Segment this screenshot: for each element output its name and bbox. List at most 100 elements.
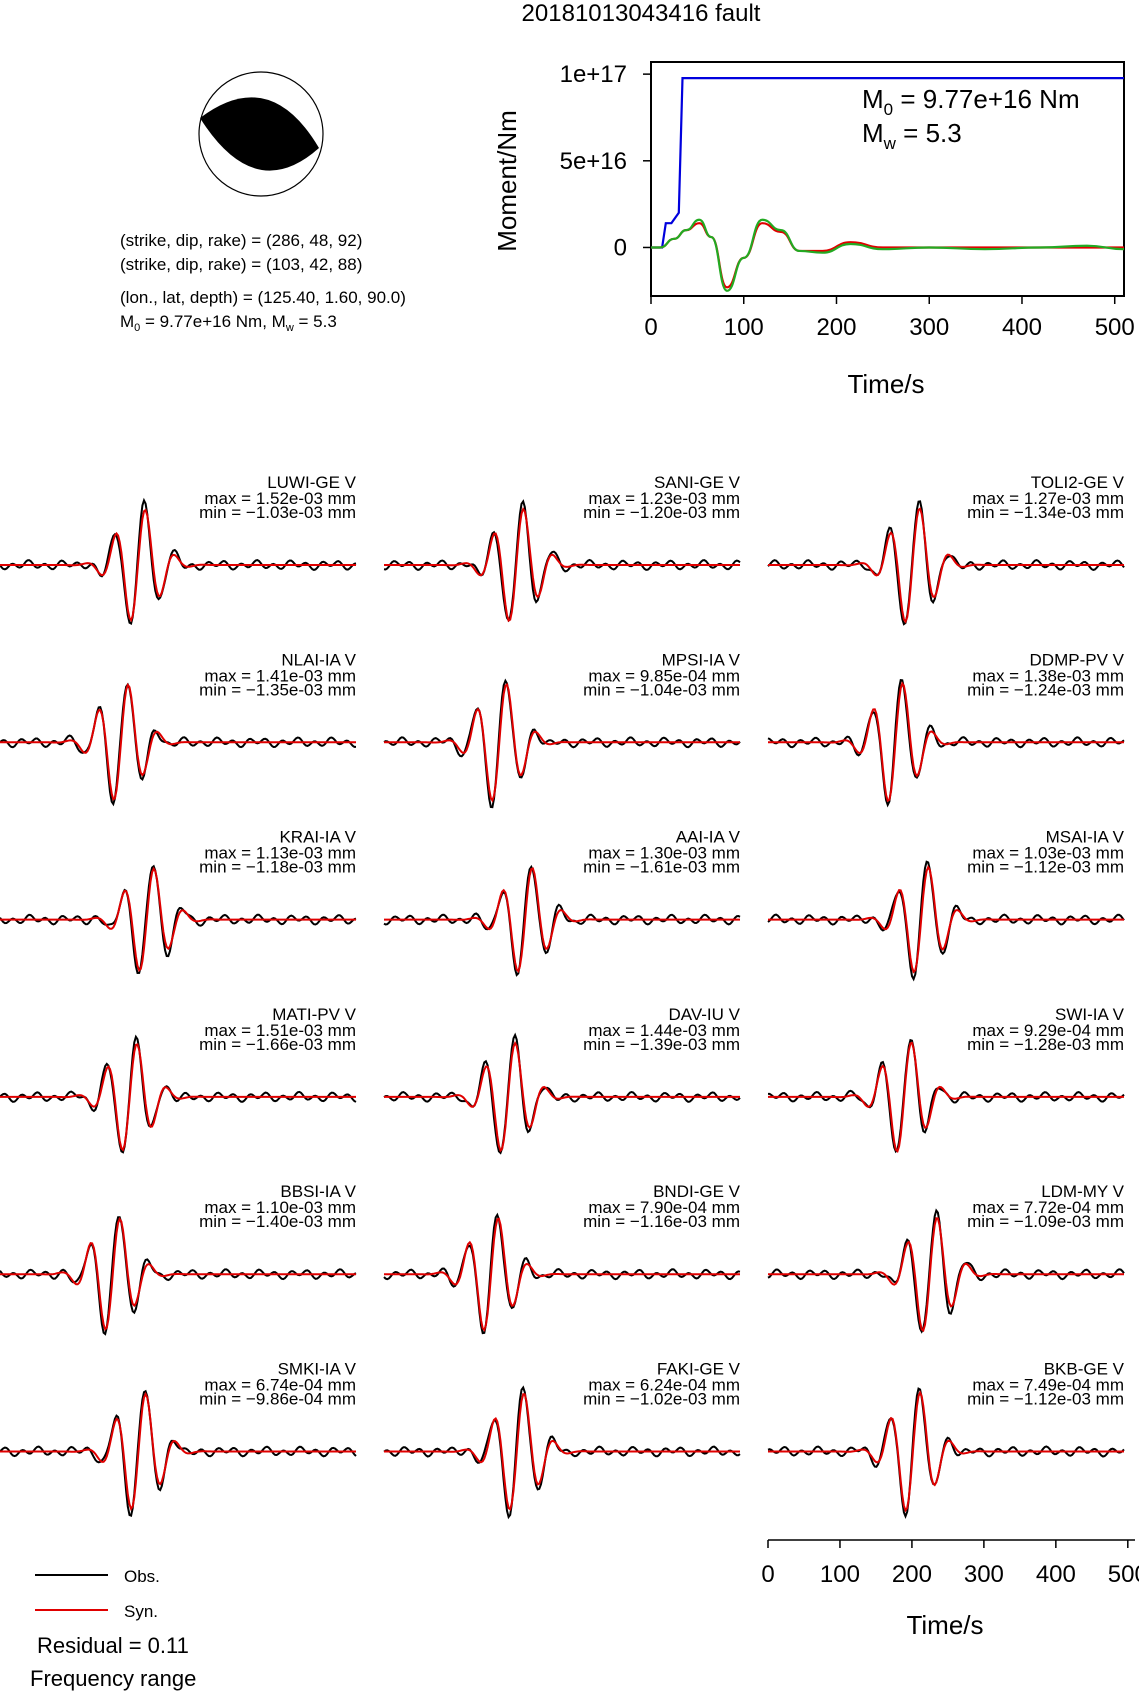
moment-m0-annotation: M0 = 9.77e+16 Nm [862, 84, 1080, 119]
synthetic-waveform [384, 507, 740, 623]
station-max: max = 7.49e-04 mm [972, 1376, 1124, 1395]
synthetic-waveform [384, 1393, 740, 1511]
time-axis-tick-label: 500 [1108, 1561, 1139, 1588]
station-min: min = −1.09e-03 mm [967, 1212, 1124, 1231]
station-name: SMKI-IA V [278, 1360, 357, 1379]
station-max: max = 9.85e-04 mm [588, 666, 740, 685]
time-axis: 0 100 200 300 400 500 Time/s [761, 1539, 1139, 1640]
station-max: max = 1.38e-03 mm [972, 666, 1124, 685]
moment-ylabel: Moment/Nm [492, 110, 522, 252]
station-max: max = 1.41e-03 mm [204, 666, 356, 685]
moment-series-line [651, 218, 1125, 292]
station-name: DAV-IU V [669, 1005, 741, 1024]
station-min: min = −9.86e-04 mm [199, 1390, 356, 1409]
observed-waveform [0, 1034, 357, 1154]
synthetic-waveform [384, 867, 740, 973]
station-max: max = 6.24e-04 mm [588, 1376, 740, 1395]
station-name: SWI-IA V [1055, 1005, 1125, 1024]
synthetic-waveform [768, 1041, 1124, 1154]
station-name: KRAI-IA V [279, 828, 356, 847]
time-axis-tick-label: 200 [892, 1561, 932, 1588]
synthetic-waveform [768, 1217, 1124, 1333]
station-name: NLAI-IA V [281, 650, 356, 669]
observed-waveform [383, 499, 741, 623]
moment-xtick-label: 0 [644, 314, 657, 341]
station-min: min = −1.24e-03 mm [967, 680, 1124, 699]
station-max: max = 1.27e-03 mm [972, 489, 1124, 508]
station-name: LUWI-GE V [267, 473, 356, 492]
observed-waveform [0, 1389, 357, 1517]
time-axis-tick-label: 300 [964, 1561, 1004, 1588]
moment-plot: 0 100 200 300 400 500 1e+17 5e+16 0 M0 = 9.77e+1… [492, 61, 1135, 399]
legend-residual: Residual = 0.11 [37, 1633, 189, 1658]
station-max: max = 1.03e-03 mm [972, 844, 1124, 863]
synthetic-waveform [0, 1216, 356, 1332]
observed-waveform [0, 682, 356, 807]
station-name: DDMP-PV V [1030, 650, 1125, 669]
synthetic-waveform [0, 682, 356, 801]
observed-waveform [383, 1212, 741, 1335]
station-name: BBSI-IA V [280, 1182, 356, 1201]
station-max: max = 6.74e-04 mm [204, 1376, 356, 1395]
station-min: min = −1.20e-03 mm [583, 503, 740, 522]
station-name: FAKI-GE V [657, 1360, 741, 1379]
station-max: max = 1.52e-03 mm [204, 489, 356, 508]
station-min: min = −1.12e-03 mm [967, 858, 1124, 877]
station-max: max = 1.44e-03 mm [588, 1021, 740, 1040]
observed-waveform [768, 1038, 1125, 1154]
figure-title: 20181013043416 fault [522, 0, 761, 27]
moment-series-line [651, 77, 1124, 249]
station-name: BKB-GE V [1044, 1360, 1125, 1379]
synthetic-waveform [0, 508, 356, 623]
synthetic-waveform [0, 1043, 356, 1152]
synthetic-waveform [0, 1391, 356, 1511]
moment-xtick-label: 100 [724, 314, 764, 341]
param-line-2: (strike, dip, rake) = (103, 42, 88) [120, 255, 362, 274]
station-min: min = −1.03e-03 mm [199, 503, 356, 522]
moment-mw-annotation: Mw = 5.3 [862, 118, 962, 153]
station-name: LDM-MY V [1041, 1182, 1124, 1201]
moment-xtick-label: 300 [909, 314, 949, 341]
observed-waveform [767, 1208, 1125, 1334]
station-max: max = 9.29e-04 mm [972, 1021, 1124, 1040]
station-min: min = −1.39e-03 mm [583, 1035, 740, 1054]
synthetic-waveform [768, 865, 1124, 974]
station-max: max = 1.30e-03 mm [588, 844, 740, 863]
station-name: TOLI2-GE V [1031, 473, 1125, 492]
station-name: MATI-PV V [272, 1005, 356, 1024]
station-min: min = −1.35e-03 mm [199, 680, 356, 699]
synthetic-waveform [768, 507, 1124, 624]
station-max: max = 1.10e-03 mm [204, 1198, 356, 1217]
station-max: max = 1.13e-03 mm [204, 844, 356, 863]
time-axis-tick-label: 400 [1036, 1561, 1076, 1588]
synthetic-waveform [768, 681, 1124, 803]
station-name: AAI-IA V [676, 828, 741, 847]
param-line-3: (lon., lat, depth) = (125.40, 1.60, 90.0… [120, 288, 406, 307]
station-min: min = −1.66e-03 mm [199, 1035, 356, 1054]
moment-xlabel: Time/s [847, 369, 924, 399]
time-axis-xlabel: Time/s [906, 1610, 983, 1640]
station-max: max = 7.90e-04 mm [588, 1198, 740, 1217]
observed-waveform [0, 1216, 357, 1336]
legend-obs-label: Obs. [124, 1567, 160, 1586]
station-name: MPSI-IA V [662, 650, 741, 669]
station-min: min = −1.18e-03 mm [199, 858, 356, 877]
station-min: min = −1.61e-03 mm [583, 858, 740, 877]
station-name: SANI-GE V [654, 473, 741, 492]
moment-ytick-label: 5e+16 [560, 148, 627, 175]
param-line-1: (strike, dip, rake) = (286, 48, 92) [120, 231, 362, 250]
moment-xtick-label: 200 [816, 314, 856, 341]
observed-waveform [383, 864, 741, 977]
moment-plot-frame [650, 61, 1125, 297]
synthetic-waveform [768, 1390, 1124, 1513]
station-name: BNDI-GE V [653, 1182, 741, 1201]
synthetic-waveform [384, 1040, 740, 1153]
station-min: min = −1.02e-03 mm [583, 1390, 740, 1409]
param-moment-line: M0 = 9.77e+16 Nm, Mw = 5.3 [120, 312, 337, 334]
beachball-focal-mechanism-icon [198, 71, 324, 197]
legend-syn-label: Syn. [124, 1602, 158, 1621]
station-max: max = 7.72e-04 mm [972, 1198, 1124, 1217]
time-axis-tick-label: 100 [820, 1561, 860, 1588]
legend: Obs. Syn. Residual = 0.11 Frequency rang… [30, 1567, 196, 1691]
station-max: max = 1.23e-03 mm [588, 489, 740, 508]
